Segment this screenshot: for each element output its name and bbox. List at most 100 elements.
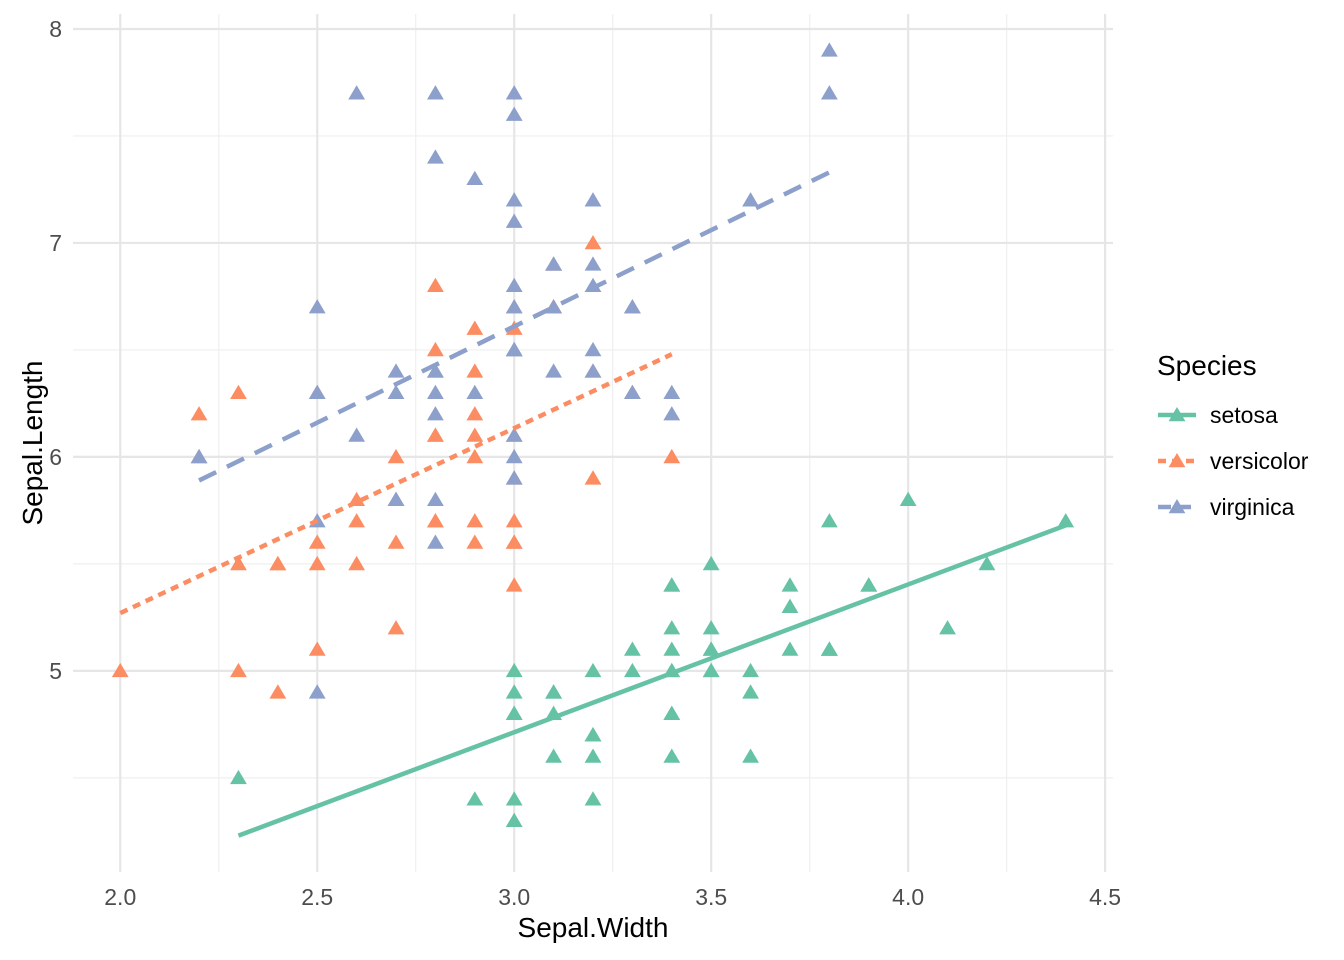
data-point-setosa	[820, 641, 838, 656]
data-point-virginica	[427, 534, 444, 549]
data-point-setosa	[899, 491, 917, 507]
data-point-versicolor	[387, 534, 405, 549]
data-point-setosa	[742, 748, 759, 763]
data-point-setosa	[584, 748, 602, 763]
data-point-virginica	[663, 406, 681, 421]
data-point-virginica	[505, 341, 523, 357]
data-point-virginica	[505, 85, 523, 100]
data-point-virginica	[387, 363, 405, 378]
data-point-setosa	[820, 513, 838, 528]
data-point-versicolor	[466, 427, 484, 442]
legend-label-virginica: virginica	[1210, 493, 1295, 520]
data-point-virginica	[308, 684, 326, 699]
data-point-versicolor	[308, 534, 326, 549]
data-point-virginica	[584, 341, 602, 357]
data-point-versicolor	[269, 684, 287, 699]
data-point-virginica	[348, 427, 366, 442]
data-point-virginica	[505, 448, 523, 464]
data-point-versicolor	[111, 662, 129, 678]
legend-item-versicolor: versicolor	[1157, 438, 1308, 484]
data-point-setosa	[505, 812, 523, 827]
data-point-setosa	[860, 577, 878, 592]
data-point-virginica	[820, 85, 838, 100]
data-point-versicolor	[505, 577, 523, 592]
data-point-versicolor	[348, 513, 366, 528]
data-point-setosa	[545, 748, 563, 763]
data-point-setosa	[781, 577, 799, 592]
data-point-versicolor	[308, 555, 326, 571]
data-point-versicolor	[466, 513, 484, 528]
data-point-versicolor	[505, 513, 523, 528]
data-point-setosa	[584, 662, 602, 678]
data-point-virginica	[505, 277, 523, 293]
data-point-versicolor	[584, 234, 602, 250]
trend-line-virginica	[198, 170, 831, 483]
legend-key-virginica-triangle-line-icon	[1158, 499, 1196, 514]
data-point-setosa	[742, 662, 759, 678]
data-point-versicolor	[427, 513, 444, 528]
data-point-setosa	[623, 641, 641, 656]
data-point-virginica	[308, 299, 326, 314]
data-point-setosa	[505, 662, 523, 678]
data-point-virginica	[427, 406, 444, 421]
data-point-versicolor	[505, 534, 523, 549]
legend-item-virginica: virginica	[1157, 484, 1308, 530]
data-point-virginica	[820, 42, 838, 57]
data-point-setosa	[939, 620, 956, 635]
data-point-versicolor	[230, 662, 247, 678]
data-point-versicolor	[466, 320, 484, 335]
x-tick-label: 3.5	[695, 884, 727, 910]
data-point-virginica	[427, 85, 444, 100]
data-point-versicolor	[427, 341, 444, 357]
data-point-virginica	[505, 106, 523, 121]
legend-key-triangle	[1168, 453, 1186, 468]
data-point-virginica	[545, 363, 563, 378]
data-point-versicolor	[466, 363, 484, 378]
data-point-versicolor	[230, 384, 247, 400]
x-tick-label: 4.5	[1089, 884, 1121, 910]
data-point-virginica	[387, 491, 405, 507]
data-point-virginica	[505, 427, 523, 442]
data-point-virginica	[427, 384, 444, 400]
data-point-virginica	[427, 363, 444, 378]
data-point-setosa	[584, 791, 602, 806]
legend-item-setosa: setosa	[1157, 392, 1308, 438]
data-point-setosa	[702, 555, 720, 571]
data-point-virginica	[466, 384, 484, 400]
legend-key-triangle	[1168, 407, 1186, 422]
data-point-setosa	[623, 662, 641, 678]
data-point-setosa	[781, 598, 799, 613]
data-point-versicolor	[269, 555, 287, 571]
y-tick-label: 5	[49, 658, 62, 684]
data-point-setosa	[781, 641, 799, 656]
x-axis-title: Sepal.Width	[517, 912, 669, 943]
data-point-setosa	[978, 555, 996, 571]
data-point-virginica	[505, 213, 523, 228]
data-point-versicolor	[427, 427, 444, 442]
data-point-setosa	[466, 791, 484, 806]
data-point-virginica	[466, 170, 484, 186]
y-tick-label: 8	[49, 16, 62, 42]
data-point-setosa	[742, 684, 759, 699]
data-point-virginica	[387, 384, 405, 400]
data-point-virginica	[584, 363, 602, 378]
data-point-setosa	[505, 791, 523, 806]
data-point-virginica	[505, 470, 523, 485]
data-point-versicolor	[427, 277, 444, 293]
data-point-versicolor	[466, 448, 484, 464]
data-point-setosa	[702, 620, 720, 635]
data-point-versicolor	[387, 448, 405, 464]
data-point-setosa	[663, 620, 681, 635]
data-point-setosa	[1057, 513, 1075, 528]
data-point-virginica	[584, 256, 602, 271]
legend-key-triangle	[1168, 499, 1186, 514]
data-point-versicolor	[584, 470, 602, 485]
data-point-setosa	[663, 577, 681, 592]
y-tick-label: 6	[49, 444, 62, 470]
data-point-versicolor	[190, 406, 208, 421]
legend: Species setosa versicolor virginica	[1157, 350, 1308, 530]
data-point-virginica	[308, 384, 326, 400]
data-point-virginica	[623, 384, 641, 400]
legend-key-setosa-triangle-line-icon	[1158, 407, 1196, 422]
